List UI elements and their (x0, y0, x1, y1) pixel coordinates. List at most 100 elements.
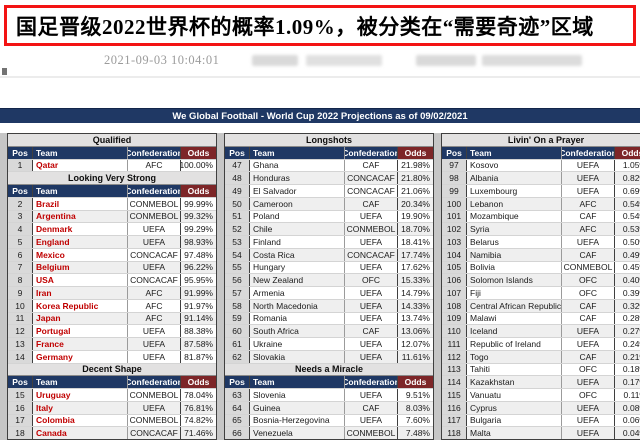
pos-cell: 112 (442, 350, 467, 363)
odds-cell: 74.82% (184, 415, 213, 426)
pos-cell: 66 (225, 427, 250, 439)
team-cell: Syria (467, 223, 562, 235)
team-cell: Kosovo (467, 159, 562, 172)
pos-cell: 64 (225, 401, 250, 414)
pos-cell-header: Pos (8, 376, 33, 388)
confederation-cell: CAF (562, 350, 615, 363)
pos-cell: 48 (225, 172, 250, 184)
odds-cell: 78.04% (184, 389, 213, 400)
redacted-source-text (482, 55, 582, 66)
pos-cell: 18 (8, 427, 33, 439)
team-row: 55 Hungary UEFA 17.62% (225, 261, 433, 275)
pos-cell-header: Pos (225, 376, 250, 388)
confederation-cell: UEFA (128, 325, 181, 337)
confederation-cell: CONMEBOL (128, 389, 181, 401)
confederation-cell: UEFA (128, 338, 181, 350)
odds-cell: 18.41% (401, 236, 430, 247)
odds-cell: 0.82% (615, 172, 640, 184)
team-cell: Slovakia (250, 350, 345, 363)
pos-cell: 4 (8, 223, 33, 235)
odds-cell: 7.60% (405, 415, 430, 426)
team-cell: Togo (467, 350, 562, 363)
team-row: 5 England UEFA 98.93% (8, 236, 216, 249)
pos-cell-header: Pos (225, 146, 250, 159)
pos-cell: 116 (442, 401, 467, 414)
pos-cell: 11 (8, 312, 33, 325)
pos-cell: 62 (225, 350, 250, 363)
team-row: 51 Poland UEFA 19.90% (225, 210, 433, 224)
team-row: 12 Portugal UEFA 88.38% (8, 325, 216, 338)
team-cell: France (33, 338, 128, 350)
odds-cell: 0.53% (615, 223, 640, 235)
team-row: 2 Brazil CONMEBOL 99.99% (8, 197, 216, 211)
pos-cell: 111 (442, 338, 467, 350)
team-cell-header: Team (33, 185, 128, 197)
confederation-cell: UEFA (562, 172, 615, 184)
pos-cell: 6 (8, 248, 33, 261)
confederation-cell: CONMEBOL (345, 223, 398, 235)
odds-cell: 21.06% (401, 185, 430, 196)
odds-cell: 0.08% (615, 401, 640, 414)
team-row: 66 Venezuela CONMEBOL 7.48% (225, 427, 433, 439)
team-row: 3 Argentina CONMEBOL 99.32% (8, 210, 216, 224)
confederation-cell: CAF (345, 401, 398, 414)
team-cell: El Salvador (250, 185, 345, 197)
odds-cell: 97.48% (184, 249, 213, 260)
team-cell: Portugal (33, 325, 128, 337)
odds-cell: 8.03% (398, 401, 433, 414)
odds-cell: 7.48% (398, 427, 433, 439)
redacted-source-text (416, 55, 476, 66)
team-cell: Iceland (467, 325, 562, 337)
pos-cell: 56 (225, 274, 250, 286)
team-cell: USA (33, 274, 128, 286)
team-cell: Chile (250, 223, 345, 235)
team-row: 10 Korea Republic AFC 91.97% (8, 299, 216, 313)
odds-cell: 0.28% (622, 313, 640, 324)
pos-cell: 7 (8, 261, 33, 274)
odds-cell: 13.06% (398, 325, 433, 337)
confederation-cell: CONMEBOL (128, 414, 181, 427)
team-row: 8 USA CONCACAF 95.95% (8, 274, 216, 287)
team-cell: Vanuatu (467, 389, 562, 401)
pos-cell: 118 (442, 427, 467, 439)
confederation-cell: AFC (128, 312, 181, 325)
pos-cell: 103 (442, 236, 467, 248)
pos-cell: 9 (8, 287, 33, 299)
team-cell: Tahiti (467, 363, 562, 376)
odds-cell: 19.90% (401, 211, 430, 222)
odds-cell: 18.70% (398, 223, 433, 235)
horizontal-divider (0, 76, 640, 78)
team-cell: Kazakhstan (467, 376, 562, 388)
team-cell: Belarus (467, 236, 562, 248)
confederation-cell: UEFA (562, 376, 615, 388)
section-header-row: Livin' On a Prayer (442, 134, 640, 147)
pos-cell-header: Pos (8, 185, 33, 197)
odds-cell: 99.99% (184, 198, 213, 209)
headline-text: 国足晋级2022世界杯的概率1.09%，被分类在“需要奇迹”区域 (16, 14, 594, 39)
confederation-cell: UEFA (562, 427, 615, 439)
team-row: 65 Bosnia-Herzegovina UEFA 7.60% (225, 414, 433, 428)
team-row: 63 Slovenia UEFA 9.51% (225, 389, 433, 402)
team-row: 6 Mexico CONCACAF 97.48% (8, 248, 216, 262)
team-row: 4 Denmark UEFA 99.29% (8, 223, 216, 236)
odds-cell: 9.51% (405, 389, 430, 400)
odds-cell: 0.54% (622, 211, 640, 222)
confederation-cell: CONCACAF (345, 172, 398, 184)
pos-cell: 100 (442, 197, 467, 210)
confederation-cell: AFC (128, 299, 181, 312)
team-cell: Finland (250, 236, 345, 248)
odds-cell: 14.33% (398, 299, 433, 312)
pos-cell: 5 (8, 236, 33, 248)
odds-cell: 91.99% (181, 287, 216, 299)
team-row: 47 Ghana CAF 21.98% (225, 159, 433, 173)
odds-cell: 76.81% (181, 401, 216, 414)
team-row: 14 Germany UEFA 81.87% (8, 350, 216, 364)
odds-cell: 21.98% (401, 160, 430, 171)
pos-cell: 104 (442, 248, 467, 261)
